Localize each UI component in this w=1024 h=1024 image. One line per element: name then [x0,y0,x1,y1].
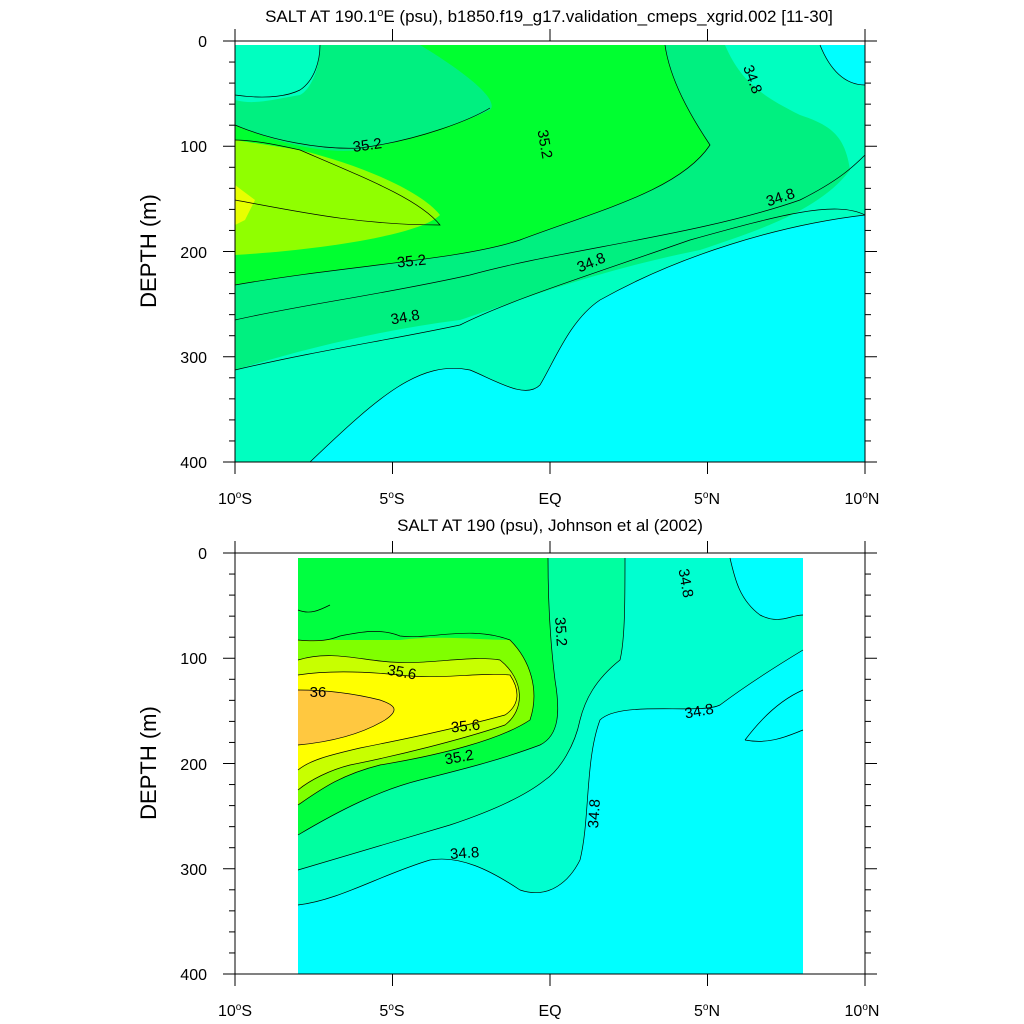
y-tick-label: 0 [198,34,207,51]
contour-label: 35.6 [450,717,481,737]
x-tick-label: 5oN [694,1002,720,1020]
y-tick-label: 100 [180,651,207,668]
contour-label: 34.8 [585,799,604,829]
y-tick-label: 0 [198,546,207,563]
x-tick-labels-observed: 10oS 5oS EQ 5oN 10oN [218,1002,879,1020]
contour-label: 34.8 [389,307,421,329]
y-axis-label-observed: DEPTH (m) [136,706,161,820]
contour-labels-observed: 34.8 35.2 35.6 36 35.6 35.2 34.8 34.8 34… [310,567,715,863]
contour-label: 35.2 [551,617,570,647]
ticks-observed [223,541,877,986]
x-tick-label: 10oS [218,490,252,508]
y-tick-labels-model: 0 100 200 300 400 [180,34,207,472]
y-tick-labels-observed: 0 100 200 300 400 [180,546,207,984]
y-tick-label: 300 [180,350,207,367]
contour-lines-observed [297,557,804,906]
panel-observed: SALT AT 190 (psu), Johnson et al (2002) [136,516,879,1020]
contour-label: 35.2 [443,747,475,769]
y-tick-label: 400 [180,455,207,472]
y-tick-label: 400 [180,967,207,984]
title-model: SALT AT 190.1oE (psu), b1850.f19_g17.val… [265,7,833,26]
x-tick-label: 5oN [694,490,720,508]
y-tick-label: 200 [180,757,207,774]
x-tick-label: 5oS [379,1002,404,1020]
y-tick-label: 200 [180,245,207,262]
contour-label: 35.2 [534,128,556,160]
y-tick-label: 300 [180,862,207,879]
panel-model: SALT AT 190.1oE (psu), b1850.f19_g17.val… [136,7,879,508]
y-axis-label-model: DEPTH (m) [136,194,161,308]
y-tick-label: 100 [180,139,207,156]
contour-fill-model [235,45,865,462]
contour-lines-model [234,44,866,463]
title-observed: SALT AT 190 (psu), Johnson et al (2002) [397,516,703,535]
x-tick-label: 10oS [218,1002,252,1020]
x-tick-label: EQ [538,1003,561,1020]
contour-label: 34.8 [450,844,480,863]
contour-label: 34.8 [675,567,697,599]
x-tick-label: 10oN [845,1002,880,1020]
ticks-model [223,29,877,474]
x-tick-label: 10oN [845,490,880,508]
contour-label: 36 [310,684,327,701]
x-tick-label: EQ [538,491,561,508]
contour-fill-observed [298,558,803,974]
x-tick-labels-model: 10oS 5oS EQ 5oN 10oN [218,490,879,508]
contour-label: 35.2 [396,252,427,272]
contour-label: 35.2 [352,135,383,156]
x-tick-label: 5oS [379,490,404,508]
contour-label: 35.6 [386,662,418,684]
contour-label: 34.8 [683,701,715,723]
